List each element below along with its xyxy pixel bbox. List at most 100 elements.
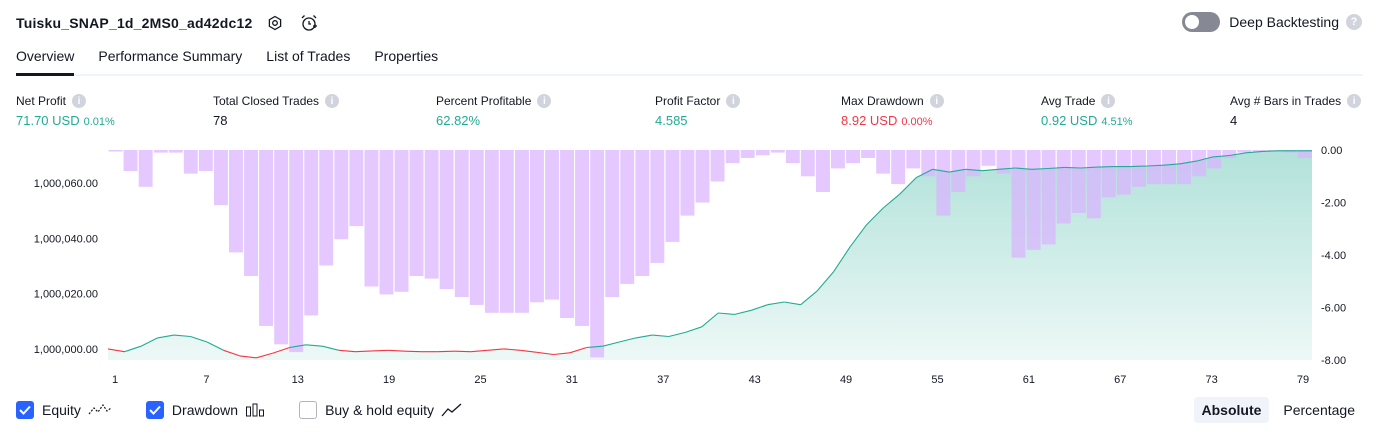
stat-percent-profitable: Percent Profitable i 62.82% <box>436 94 552 128</box>
stat-percent: 0.00% <box>901 116 933 128</box>
equity-segment <box>289 344 306 349</box>
drawdown-bar <box>876 150 891 174</box>
equity-segment <box>949 168 966 173</box>
legend-label: Equity <box>42 402 81 418</box>
drawdown-bar <box>1237 150 1252 153</box>
equity-segment <box>256 352 274 359</box>
deep-backtesting-toggle[interactable] <box>1182 12 1221 32</box>
equity-segment <box>454 350 471 353</box>
stat-label: Max Drawdown <box>841 94 924 108</box>
stat-total-closed-trades: Total Closed Trades i 78 <box>213 94 340 128</box>
equity-segment <box>767 301 785 306</box>
drawdown-bar <box>319 150 334 266</box>
info-icon[interactable]: i <box>325 94 340 108</box>
drawdown-checkbox[interactable] <box>145 401 164 419</box>
buy-hold-checkbox[interactable] <box>299 401 318 419</box>
alarm-add-icon[interactable] <box>298 12 320 34</box>
equity-segment <box>206 341 224 351</box>
equity-segment <box>751 304 768 311</box>
equity-segment <box>899 177 917 195</box>
info-icon[interactable]: i <box>1101 94 1116 108</box>
equity-segment <box>470 349 488 353</box>
equity-segment <box>718 312 735 315</box>
help-icon[interactable]: ? <box>1346 14 1362 30</box>
equity-segment <box>223 349 241 357</box>
drawdown-bar <box>289 150 304 353</box>
equity-segment <box>1097 166 1115 168</box>
equity-line-icon <box>88 403 112 417</box>
tab-performance-summary[interactable]: Performance Summary <box>98 48 243 64</box>
stat-label: Percent Profitable <box>436 94 532 108</box>
y-tick-label: 1,000,040.00 <box>34 233 98 245</box>
x-tick-label: 79 <box>1297 374 1309 386</box>
equity-segment <box>586 345 603 349</box>
left-axis: 1,000,000.00 1,000,020.00 1,000,040.00 1,00… <box>34 178 98 356</box>
drawdown-bar <box>108 150 123 152</box>
equity-segment <box>355 350 372 353</box>
legend-buy-hold[interactable]: Buy & hold equity <box>299 401 463 419</box>
drawdown-bar <box>770 150 785 153</box>
drawdown-bar <box>605 150 620 297</box>
settings-icon[interactable] <box>264 12 286 34</box>
equity-segment <box>536 351 554 356</box>
stat-net-profit: Net Profit i 71.70 USD 0.01% <box>16 94 115 128</box>
drawdown-bar <box>409 150 424 276</box>
drawdown-bar <box>906 150 921 169</box>
drawdown-bar <box>861 150 875 158</box>
trend-line-icon <box>441 403 463 417</box>
equity-segment <box>1212 154 1230 158</box>
y-tick-label: 1,000,060.00 <box>34 178 98 190</box>
equity-segment <box>1015 167 1032 170</box>
drawdown-bar <box>349 150 364 227</box>
info-icon[interactable]: i <box>72 94 87 108</box>
equity-segment <box>173 334 191 338</box>
drawdown-bar <box>560 150 574 318</box>
tab-list-of-trades[interactable]: List of Trades <box>266 48 351 64</box>
x-tick-label: 67 <box>1114 374 1126 386</box>
equity-segment <box>1130 165 1148 168</box>
equity-segment <box>190 335 208 343</box>
info-icon[interactable]: i <box>726 94 741 108</box>
equity-segment <box>371 349 389 352</box>
equity-segment <box>487 348 504 351</box>
absolute-button[interactable]: Absolute <box>1193 397 1270 423</box>
drawdown-bar <box>244 150 258 276</box>
drawdown-bar <box>1041 150 1056 245</box>
x-tick-label: 43 <box>749 374 761 386</box>
equity-segment <box>784 301 801 306</box>
info-icon[interactable]: i <box>537 94 552 108</box>
stat-value: 4.585 <box>655 113 688 128</box>
legend-drawdown[interactable]: Drawdown <box>145 401 265 419</box>
equity-checkbox[interactable] <box>16 401 34 419</box>
equity-drawdown-chart[interactable]: 1,000,000.00 1,000,020.00 1,000,040.00 1,00… <box>0 138 1379 388</box>
y-tick-label: -8.00 <box>1321 355 1346 367</box>
equity-segment <box>982 168 999 172</box>
info-icon[interactable]: i <box>929 94 944 108</box>
stat-value: 8.92 USD <box>841 113 898 128</box>
equity-segment <box>107 348 125 353</box>
equity-segment <box>404 350 422 353</box>
percentage-button[interactable]: Percentage <box>1283 402 1355 418</box>
deep-backtesting: Deep Backtesting ? <box>1182 12 1362 32</box>
tab-properties[interactable]: Properties <box>374 48 439 64</box>
info-icon[interactable]: i <box>1347 94 1362 108</box>
drawdown-bar <box>1162 150 1176 185</box>
drawdown-bar <box>379 150 394 295</box>
drawdown-bar <box>334 150 349 240</box>
drawdown-bar <box>650 150 665 263</box>
legend-equity[interactable]: Equity <box>16 401 112 419</box>
stat-value: 71.70 USD <box>16 113 80 128</box>
equity-segment <box>635 334 653 339</box>
drawdown-bar <box>259 150 273 326</box>
stat-label: Net Profit <box>16 94 67 108</box>
drawdown-bar <box>138 150 153 187</box>
drawdown-bar <box>981 150 996 166</box>
stat-value: 62.82% <box>436 113 481 128</box>
drawdown-bar <box>364 150 379 287</box>
x-tick-label: 49 <box>840 374 852 386</box>
equity-segment <box>652 334 669 338</box>
equity-segment <box>816 271 835 292</box>
tab-overview[interactable]: Overview <box>16 48 75 76</box>
equity-segment <box>388 349 405 352</box>
equity-segment <box>124 345 142 353</box>
